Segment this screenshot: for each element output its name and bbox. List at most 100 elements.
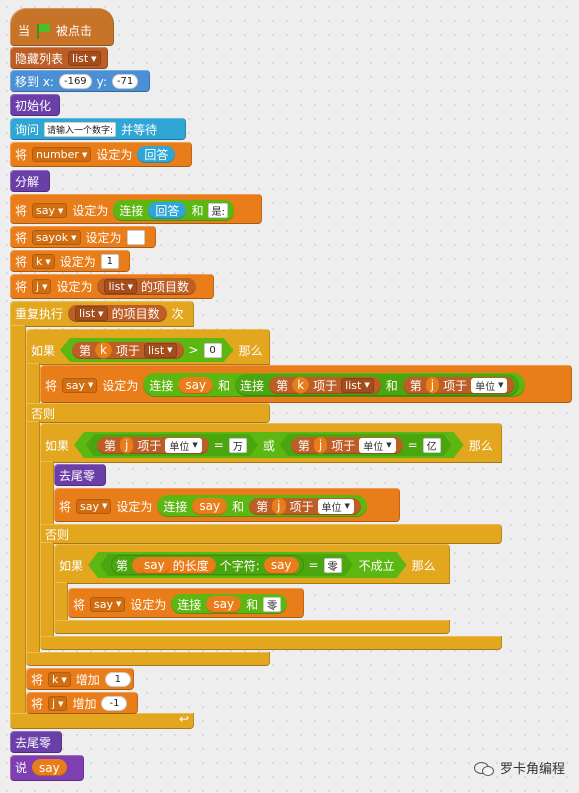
variable-dropdown[interactable]: k ▼ bbox=[32, 254, 55, 269]
set-label: 将 bbox=[15, 231, 28, 245]
letter-of-reporter[interactable]: 第 say 的长度 个字符: say bbox=[111, 555, 304, 575]
or-condition[interactable]: 第 j 项于 单位 ▼ = 万 或 第 j 项于 单位 ▼ = 亿 bbox=[74, 432, 464, 458]
item-of-list-reporter[interactable]: 第 k 项于 list ▼ bbox=[72, 342, 184, 359]
variable-dropdown[interactable]: say ▼ bbox=[62, 377, 98, 393]
variable-dropdown[interactable]: say ▼ bbox=[76, 498, 112, 514]
say-variable[interactable]: say bbox=[139, 557, 170, 574]
unit-list-dropdown[interactable]: 单位 ▼ bbox=[359, 438, 395, 453]
equals-condition-1[interactable]: 第 j 项于 单位 ▼ = 万 bbox=[86, 434, 258, 456]
list-dropdown-value: list bbox=[148, 343, 165, 357]
k-variable[interactable]: k bbox=[292, 376, 310, 394]
if-else-block-2[interactable]: 如果 第 j 项于 单位 ▼ = 万 或 第 j 项于 单位 ▼ bbox=[40, 423, 502, 463]
length-of-reporter[interactable]: say 的长度 bbox=[132, 557, 216, 574]
j-variable[interactable]: j bbox=[425, 376, 440, 394]
equals-condition-2[interactable]: 第 j 项于 单位 ▼ = 亿 bbox=[280, 434, 452, 456]
init-custom-block[interactable]: 初始化 bbox=[10, 94, 60, 116]
list-dropdown[interactable]: list ▼ bbox=[104, 279, 138, 294]
variable-dropdown[interactable]: say ▼ bbox=[32, 203, 68, 218]
set-number-block[interactable]: 将 number ▼ 设定为 回答 bbox=[10, 142, 192, 167]
go-to-xy-block[interactable]: 移到 x: -169 y: -71 bbox=[10, 70, 150, 92]
set-say-block[interactable]: 将 say ▼ 设定为 连接 回答 和 是: bbox=[10, 194, 262, 224]
join-reporter[interactable]: 连接 say 和 第 j 项于 单位 ▼ bbox=[157, 495, 367, 517]
x-input[interactable]: -169 bbox=[58, 74, 92, 89]
say-variable[interactable]: say bbox=[32, 759, 67, 776]
hide-list-block[interactable]: 隐藏列表 list ▼ bbox=[10, 47, 108, 69]
set-say-block-4[interactable]: 将 say ▼ 设定为 连接 say 和 零 bbox=[68, 588, 304, 618]
variable-dropdown[interactable]: j ▼ bbox=[48, 696, 68, 711]
ask-wait-label: 并等待 bbox=[121, 123, 158, 137]
value-input[interactable]: 1 bbox=[100, 254, 119, 269]
when-flag-clicked-hat[interactable]: 当 被点击 bbox=[10, 8, 114, 46]
if-label: 如果 bbox=[31, 343, 56, 358]
list-dropdown[interactable]: list ▼ bbox=[341, 377, 374, 393]
change-j-block[interactable]: 将 j ▼ 增加 -1 bbox=[26, 692, 138, 714]
join-reporter[interactable]: 连接 say 和 连接 第 k 项于 list ▼ 和 第 j 项于 单位 ▼ bbox=[143, 373, 526, 397]
ask-prompt-input[interactable]: 请输入一个数字: bbox=[44, 122, 117, 137]
item-of-unit-reporter[interactable]: 第 j 项于 单位 ▼ bbox=[249, 497, 361, 515]
then-label: 那么 bbox=[468, 438, 493, 453]
variable-dropdown[interactable]: number ▼ bbox=[32, 147, 92, 162]
zero-char-input[interactable]: 零 bbox=[324, 558, 342, 573]
list-length-reporter[interactable]: list ▼ 的项目数 bbox=[68, 305, 167, 322]
set-j-block[interactable]: 将 j ▼ 设定为 list ▼ 的项目数 bbox=[10, 274, 214, 299]
list-dropdown[interactable]: list ▼ bbox=[144, 343, 177, 358]
equals-condition[interactable]: 第 say 的长度 个字符: say = 零 bbox=[100, 554, 353, 576]
value-input[interactable] bbox=[126, 230, 145, 245]
item-of-unit-reporter[interactable]: 第 j 项于 单位 ▼ bbox=[402, 376, 515, 394]
join-reporter-inner[interactable]: 连接 第 k 项于 list ▼ 和 第 j 项于 单位 ▼ bbox=[235, 374, 520, 396]
j-variable[interactable]: j bbox=[120, 437, 133, 454]
item-of-unit-reporter[interactable]: 第 j 项于 单位 ▼ bbox=[97, 437, 209, 454]
variable-dropdown[interactable]: sayok ▼ bbox=[32, 230, 81, 245]
equals-symbol: = bbox=[213, 438, 224, 452]
item-of-list-reporter[interactable]: 第 k 项于 list ▼ bbox=[269, 376, 381, 394]
variable-dropdown[interactable]: j ▼ bbox=[32, 279, 52, 294]
unit-list-dropdown[interactable]: 单位 ▼ bbox=[165, 438, 201, 453]
repeat-loop-block[interactable]: 重复执行 list ▼ 的项目数 次 bbox=[10, 301, 194, 327]
caret-down-icon: ▼ bbox=[58, 206, 64, 215]
j-variable[interactable]: j bbox=[272, 497, 286, 515]
change-value-input[interactable]: -1 bbox=[101, 696, 128, 711]
answer-reporter[interactable]: 回答 bbox=[148, 202, 187, 219]
trim-zeros-custom-block-2[interactable]: 去尾零 bbox=[10, 731, 62, 753]
change-k-block[interactable]: 将 k ▼ 增加 1 bbox=[26, 668, 134, 690]
k-variable[interactable]: k bbox=[95, 342, 112, 359]
if-else-block-1[interactable]: 如果 第 k 项于 list ▼ > 0 那么 bbox=[26, 329, 270, 365]
compare-value-input[interactable]: 0 bbox=[204, 343, 222, 358]
join-reporter[interactable]: 连接 回答 和 是: bbox=[113, 200, 234, 221]
set-k-block[interactable]: 将 k ▼ 设定为 1 bbox=[10, 250, 130, 272]
join-reporter[interactable]: 连接 say 和 零 bbox=[171, 594, 288, 614]
say-variable[interactable]: say bbox=[178, 376, 214, 394]
greater-than-condition[interactable]: 第 k 项于 list ▼ > 0 bbox=[60, 338, 234, 362]
set-say-block-3[interactable]: 将 say ▼ 设定为 连接 say 和 第 j 项于 单位 ▼ bbox=[54, 488, 400, 522]
ask-and-wait-block[interactable]: 询问 请输入一个数字: 并等待 bbox=[10, 118, 186, 140]
variable-dropdown[interactable]: k ▼ bbox=[48, 672, 71, 687]
say-variable[interactable]: say bbox=[264, 557, 299, 574]
say-block[interactable]: 说 say bbox=[10, 755, 84, 781]
yi-value-input[interactable]: 亿 bbox=[423, 438, 441, 453]
y-input[interactable]: -71 bbox=[111, 74, 139, 89]
list-dropdown[interactable]: list ▼ bbox=[68, 51, 101, 66]
if-label: 如果 bbox=[59, 558, 84, 573]
say-variable[interactable]: say bbox=[192, 497, 228, 515]
wan-value-input[interactable]: 万 bbox=[229, 438, 247, 453]
not-condition[interactable]: 第 say 的长度 个字符: say = 零 不成立 bbox=[88, 552, 407, 578]
split-custom-block[interactable]: 分解 bbox=[10, 170, 50, 192]
answer-reporter[interactable]: 回答 bbox=[137, 146, 176, 163]
zero-char-input[interactable]: 零 bbox=[263, 596, 282, 612]
j-variable[interactable]: j bbox=[314, 437, 327, 454]
unit-list-dropdown[interactable]: 单位 ▼ bbox=[317, 498, 354, 514]
change-value-input[interactable]: 1 bbox=[104, 672, 131, 687]
set-sayok-block[interactable]: 将 sayok ▼ 设定为 bbox=[10, 226, 156, 248]
list-length-reporter[interactable]: list ▼ 的项目数 bbox=[97, 278, 197, 295]
variable-dropdown[interactable]: say ▼ bbox=[90, 596, 126, 612]
trim-zeros-custom-block[interactable]: 去尾零 bbox=[54, 464, 106, 486]
list-dropdown[interactable]: list ▼ bbox=[75, 306, 108, 321]
if-block-3[interactable]: 如果 第 say 的长度 个字符: say = 零 不成立 那么 bbox=[54, 544, 450, 584]
say-variable[interactable]: say bbox=[206, 595, 242, 613]
item-count-label: 的项目数 bbox=[141, 280, 190, 294]
unit-list-dropdown[interactable]: 单位 ▼ bbox=[471, 377, 508, 393]
set-say-block-2[interactable]: 将 say ▼ 设定为 连接 say 和 连接 第 k 项于 list ▼ 和 第 … bbox=[40, 365, 572, 403]
caret-down-icon: ▼ bbox=[102, 502, 108, 510]
item-of-unit-reporter[interactable]: 第 j 项于 单位 ▼ bbox=[291, 437, 403, 454]
join-text-input[interactable]: 是: bbox=[208, 203, 228, 218]
